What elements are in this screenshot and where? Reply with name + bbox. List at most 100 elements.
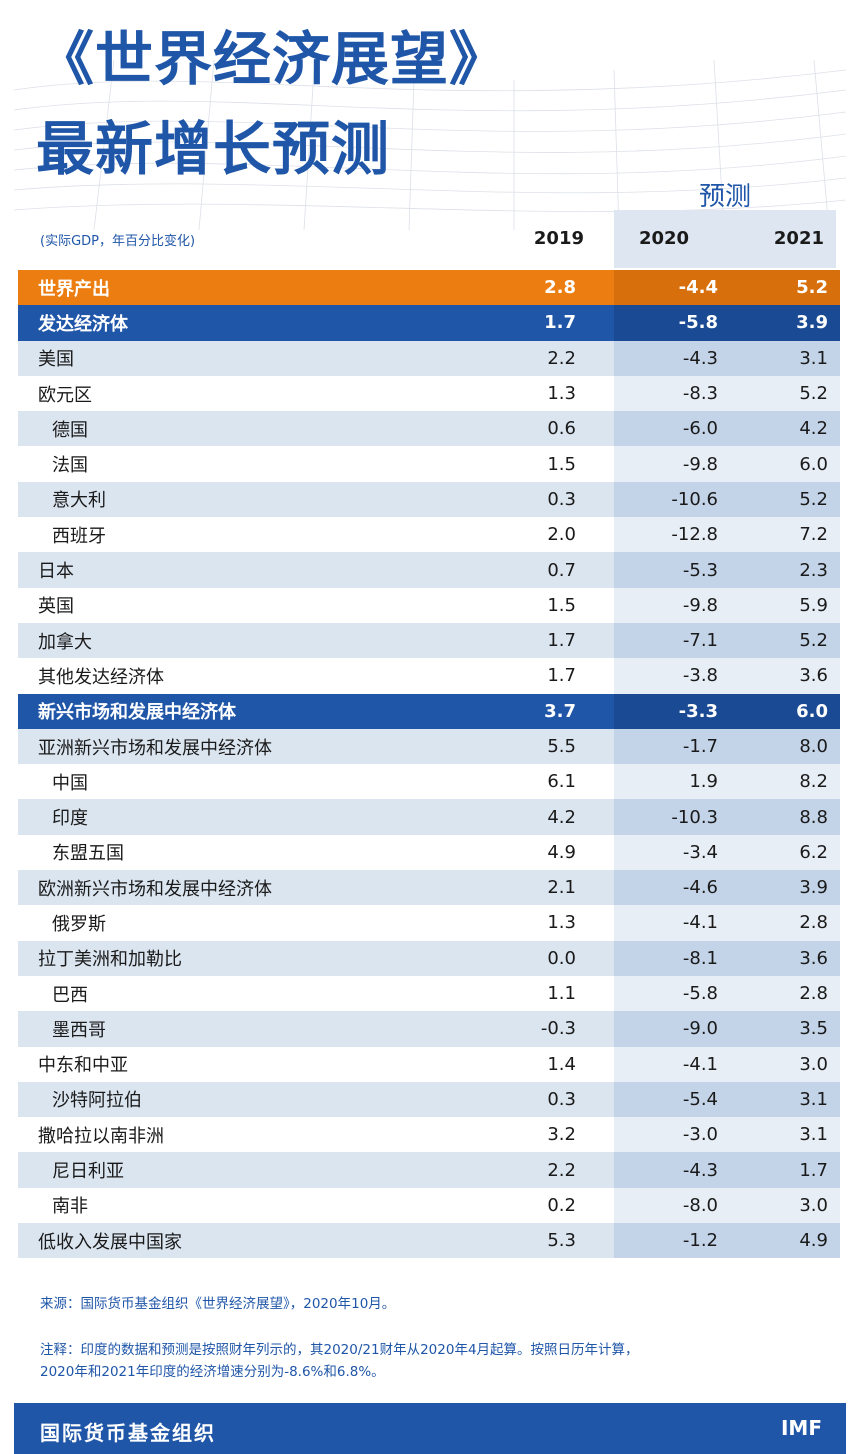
value-2021: 8.8 bbox=[799, 806, 828, 828]
row-label: 其他发达经济体 bbox=[38, 666, 164, 688]
forecast-cell-shade bbox=[614, 728, 840, 765]
value-2021: 5.2 bbox=[796, 277, 828, 299]
value-2020: -3.4 bbox=[682, 841, 718, 863]
value-2019: 1.7 bbox=[544, 312, 576, 334]
value-2020: -12.8 bbox=[671, 524, 718, 546]
row-label: 发达经济体 bbox=[38, 313, 128, 335]
wave-mesh-background bbox=[14, 59, 846, 231]
forecast-cell-shade bbox=[614, 340, 840, 376]
forecast-cell-shade bbox=[614, 905, 840, 941]
value-2021: 6.2 bbox=[799, 841, 828, 863]
value-2020: -6.0 bbox=[682, 418, 718, 440]
org-name: 国际货币基金组织 bbox=[40, 1421, 216, 1445]
value-2021: 2.8 bbox=[799, 983, 828, 1005]
value-2019: 1.3 bbox=[547, 383, 576, 405]
value-2020: -8.0 bbox=[682, 1194, 718, 1216]
forecast-cell-shade bbox=[614, 799, 840, 835]
row-label: 巴西 bbox=[52, 984, 88, 1006]
value-2019: 1.1 bbox=[547, 983, 576, 1005]
value-2020: -4.3 bbox=[682, 1159, 718, 1181]
row-label: 南非 bbox=[52, 1196, 88, 1218]
forecast-cell-shade bbox=[614, 1117, 840, 1153]
row-label: 拉丁美洲和加勒比 bbox=[38, 949, 182, 971]
value-2020: -1.7 bbox=[682, 736, 718, 757]
value-2020: 1.9 bbox=[689, 771, 718, 793]
table-row: 加拿大 1.7 -7.1 5.2 bbox=[18, 622, 840, 659]
value-2019: 3.7 bbox=[544, 700, 576, 722]
value-2021: 3.1 bbox=[799, 1088, 828, 1110]
forecast-cell-shade bbox=[614, 375, 840, 412]
forecast-cell-shade bbox=[614, 411, 840, 447]
value-2020: -4.1 bbox=[682, 1053, 718, 1075]
value-2020: -5.4 bbox=[682, 1088, 718, 1110]
value-2019: 2.1 bbox=[547, 877, 576, 899]
value-2019: 6.1 bbox=[547, 771, 576, 793]
value-2021: 3.0 bbox=[799, 1053, 828, 1075]
value-2021: 2.3 bbox=[799, 559, 828, 581]
value-2021: 3.6 bbox=[799, 665, 828, 687]
value-2019: 1.5 bbox=[547, 594, 576, 616]
forecast-cell-shade bbox=[614, 764, 840, 800]
value-2020: -4.3 bbox=[682, 347, 718, 369]
table-row: 撒哈拉以南非洲 3.2 -3.0 3.1 bbox=[18, 1117, 840, 1153]
table-row: 东盟五国 4.9 -3.4 6.2 bbox=[18, 834, 840, 871]
table-row: 印度 4.2 -10.3 8.8 bbox=[18, 799, 840, 835]
row-label: 墨西哥 bbox=[52, 1019, 106, 1041]
table-row: 南非 0.2 -8.0 3.0 bbox=[18, 1187, 840, 1224]
value-2021: 3.1 bbox=[799, 347, 828, 369]
table-row: 俄罗斯 1.3 -4.1 2.8 bbox=[18, 905, 840, 941]
row-label: 德国 bbox=[52, 419, 88, 441]
value-2019: 0.3 bbox=[547, 1088, 576, 1110]
value-2019: 1.7 bbox=[547, 665, 576, 687]
forecast-cell-shade bbox=[614, 446, 840, 482]
source-note: 来源：国际货币基金组织《世界经济展望》，2020年10月。 bbox=[40, 1296, 396, 1312]
table-row: 英国 1.5 -9.8 5.9 bbox=[18, 587, 840, 623]
value-2019: 2.8 bbox=[544, 277, 576, 299]
value-2020: -8.1 bbox=[682, 947, 718, 969]
row-label: 法国 bbox=[52, 455, 88, 477]
row-label: 印度 bbox=[52, 808, 88, 830]
forecast-cell-shade bbox=[614, 1187, 840, 1224]
footnote-line-2: 2020年和2021年印度的经济增速分别为-8.6%和6.8%。 bbox=[40, 1364, 385, 1380]
row-label: 中东和中亚 bbox=[38, 1055, 128, 1077]
value-2020: -7.1 bbox=[682, 630, 718, 652]
value-2019: 2.2 bbox=[547, 347, 576, 369]
table-row: 其他发达经济体 1.7 -3.8 3.6 bbox=[18, 658, 840, 694]
table-row: 中国 6.1 1.9 8.2 bbox=[18, 764, 840, 800]
page-title: 《世界经济展望》 bbox=[36, 25, 509, 93]
table-row: 西班牙 2.0 -12.8 7.2 bbox=[18, 517, 840, 553]
table-row: 拉丁美洲和加勒比 0.0 -8.1 3.6 bbox=[18, 940, 840, 976]
value-2019: 0.0 bbox=[547, 947, 576, 969]
value-2019: 4.2 bbox=[547, 806, 576, 828]
page-subtitle: 最新增长预测 bbox=[36, 115, 391, 183]
value-2020: -1.2 bbox=[682, 1230, 718, 1252]
value-2019: 1.5 bbox=[547, 453, 576, 475]
value-2021: 3.5 bbox=[799, 1018, 828, 1040]
row-label: 撒哈拉以南非洲 bbox=[38, 1125, 164, 1147]
value-2021: 3.0 bbox=[799, 1194, 828, 1216]
row-label: 日本 bbox=[38, 561, 74, 583]
row-label: 沙特阿拉伯 bbox=[52, 1090, 142, 1112]
row-label: 意大利 bbox=[52, 490, 106, 512]
value-2019: 4.9 bbox=[547, 841, 576, 863]
value-2021: 7.2 bbox=[799, 524, 828, 546]
forecast-cell-shade bbox=[614, 1011, 840, 1047]
row-label: 亚洲新兴市场和发展中经济体 bbox=[38, 737, 272, 759]
value-2021: 2.8 bbox=[799, 912, 828, 934]
value-2019: 1.4 bbox=[547, 1053, 576, 1075]
row-label: 加拿大 bbox=[38, 631, 92, 653]
value-2021: 5.9 bbox=[799, 594, 828, 616]
table-row: 新兴市场和发展中经济体 3.7 -3.3 6.0 bbox=[18, 693, 840, 729]
value-2021: 4.2 bbox=[799, 418, 828, 440]
table-row: 欧元区 1.3 -8.3 5.2 bbox=[18, 375, 840, 412]
value-2021: 3.9 bbox=[796, 312, 828, 334]
value-2021: 6.0 bbox=[799, 453, 828, 475]
forecast-cell-shade bbox=[614, 1046, 840, 1082]
value-2020: -3.0 bbox=[682, 1124, 718, 1146]
value-2019: -0.3 bbox=[540, 1018, 576, 1040]
value-2021: 8.0 bbox=[799, 736, 828, 757]
row-label: 中国 bbox=[52, 772, 88, 794]
table-row: 法国 1.5 -9.8 6.0 bbox=[18, 446, 840, 482]
value-2019: 2.0 bbox=[547, 524, 576, 546]
forecast-cell-shade bbox=[614, 517, 840, 553]
